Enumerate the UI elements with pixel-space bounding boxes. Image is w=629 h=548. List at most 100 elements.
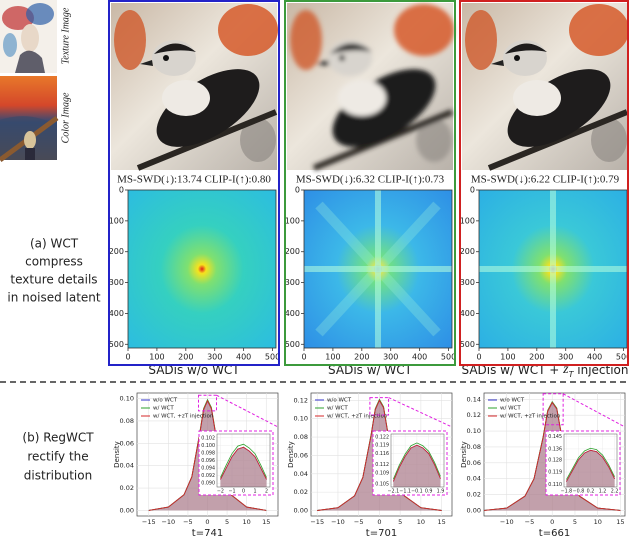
axes-frame xyxy=(303,189,453,349)
x-tick-label: 10 xyxy=(594,518,602,526)
x-tick-label: 10 xyxy=(243,518,251,526)
inset-x-tick-label: −0.1 xyxy=(411,489,423,495)
y-tick-label: 0.10 xyxy=(120,395,134,403)
panel-border xyxy=(108,0,280,366)
row-b-label: (b) RegWCT xyxy=(22,431,94,445)
spectrum-streak xyxy=(315,201,441,337)
row-b-label: distribution xyxy=(24,469,92,483)
zoom-box xyxy=(197,394,218,412)
y-tick-label: 100 xyxy=(109,216,124,225)
x-tick-label: 300 xyxy=(207,353,222,362)
legend-label: w/ WCT xyxy=(153,406,174,412)
row-b-label: rectify the xyxy=(27,450,88,464)
x-tick-label: 400 xyxy=(412,353,427,362)
inset-line xyxy=(220,443,267,478)
inset-x-tick-label: 0.2 xyxy=(587,489,595,495)
stylized-image xyxy=(462,3,629,171)
inset-y-tick-label: 0.112 xyxy=(375,462,389,468)
x-tick-label: 0 xyxy=(205,518,209,526)
row-a-label: texture details xyxy=(10,273,97,287)
y-tick-label: 0.14 xyxy=(467,395,481,403)
paint-blob xyxy=(416,118,452,162)
panel-border xyxy=(459,0,629,366)
inset-x-tick-label: 2.2 xyxy=(611,489,619,495)
inset-area xyxy=(393,445,441,487)
inset-x-tick-label: 1.2 xyxy=(599,489,607,495)
zoom-connector xyxy=(562,393,626,428)
y-tick-label: 0.02 xyxy=(120,484,134,492)
y-tick-label: 0.00 xyxy=(294,506,308,514)
y-tick-label: 0 xyxy=(295,186,300,195)
bird-eye xyxy=(514,55,520,61)
y-tick-label: 0.02 xyxy=(294,488,308,496)
inset-y-tick-label: 0.092 xyxy=(201,473,215,479)
y-tick-label: 0.00 xyxy=(467,506,481,514)
y-tick-label: 100 xyxy=(460,216,475,225)
legend-label: w/ WCT xyxy=(500,406,521,412)
y-tick-label: 0.08 xyxy=(467,443,481,451)
x-tick-label: 100 xyxy=(325,353,340,362)
inset-x-tick-label: 0 xyxy=(242,489,245,495)
inset-y-tick-label: 0.094 xyxy=(201,466,215,472)
inset-x-tick-label: −0.8 xyxy=(573,489,585,495)
spectrum-streak xyxy=(315,201,441,337)
x-tick-label: 0 xyxy=(550,518,554,526)
bird-body xyxy=(507,69,611,147)
x-tick-label: −15 xyxy=(142,518,156,526)
y-tick-label: 0.08 xyxy=(294,433,308,441)
x-tick-label: 0 xyxy=(301,353,306,362)
spectrum xyxy=(128,190,276,348)
paint-blob xyxy=(290,10,322,70)
inset-x-tick-label: 1.9 xyxy=(437,489,445,495)
zoom-box xyxy=(369,397,390,416)
stylized-image xyxy=(111,3,278,171)
inset-y-tick-label: 0.105 xyxy=(375,482,389,488)
inset-axes xyxy=(563,433,618,488)
x-tick-label: 100 xyxy=(149,353,164,362)
y-tick-label: 0.10 xyxy=(294,415,308,423)
paint-blob xyxy=(569,4,629,56)
panel-label-part: z xyxy=(562,362,569,377)
bird-chest xyxy=(162,80,210,116)
legend-label: w/o WCT xyxy=(153,398,178,404)
y-tick-label: 0.02 xyxy=(467,491,481,499)
x-tick-label: −5 xyxy=(183,518,193,526)
x-tick-label: 300 xyxy=(558,353,573,362)
metric-caption: MS-SWD(↓):6.22 CLIP-I(↑):0.79 xyxy=(471,174,620,186)
x-tick-label: 0 xyxy=(125,353,130,362)
y-tick-label: 0.08 xyxy=(120,417,134,425)
zoom-box xyxy=(542,393,564,426)
inset-line xyxy=(392,444,441,482)
bird-cap xyxy=(330,43,372,54)
y-tick-label: 400 xyxy=(285,309,300,318)
y-tick-label: 0.00 xyxy=(120,506,134,514)
axes-frame xyxy=(127,189,277,349)
inset-line xyxy=(566,449,615,482)
inset-x-tick-label: −1.8 xyxy=(561,489,573,495)
color-label: Color Image xyxy=(60,92,71,143)
inset-x-tick-label: −2 xyxy=(217,489,224,495)
panel-border xyxy=(284,0,456,366)
inset-x-tick-label: 1 xyxy=(253,489,256,495)
x-tick-label: 15 xyxy=(262,518,270,526)
x-tick-label: −10 xyxy=(161,518,175,526)
spectrum-axis-glow xyxy=(375,190,381,348)
inset-area xyxy=(566,450,615,487)
inset-x-tick-label: −2.1 xyxy=(388,489,400,495)
x-tick-label: 15 xyxy=(437,518,445,526)
y-axis-label: Density xyxy=(113,441,121,468)
paint-blob xyxy=(465,10,497,70)
spectrum-axis-glow xyxy=(550,190,556,348)
x-tick-label: −5 xyxy=(354,518,364,526)
inset-axes xyxy=(216,433,271,488)
y-tick-label: 500 xyxy=(109,340,124,349)
inset-y-tick-label: 0.098 xyxy=(201,450,215,456)
x-axis-label: t=741 xyxy=(192,528,223,539)
x-tick-label: 500 xyxy=(441,353,456,362)
bird-chest xyxy=(513,80,561,116)
x-tick-label: 15 xyxy=(616,518,624,526)
y-tick-label: 0.06 xyxy=(294,451,308,459)
inset-axes xyxy=(390,433,445,488)
x-tick-label: 0 xyxy=(476,353,481,362)
inset-y-tick-label: 0.119 xyxy=(375,443,389,449)
